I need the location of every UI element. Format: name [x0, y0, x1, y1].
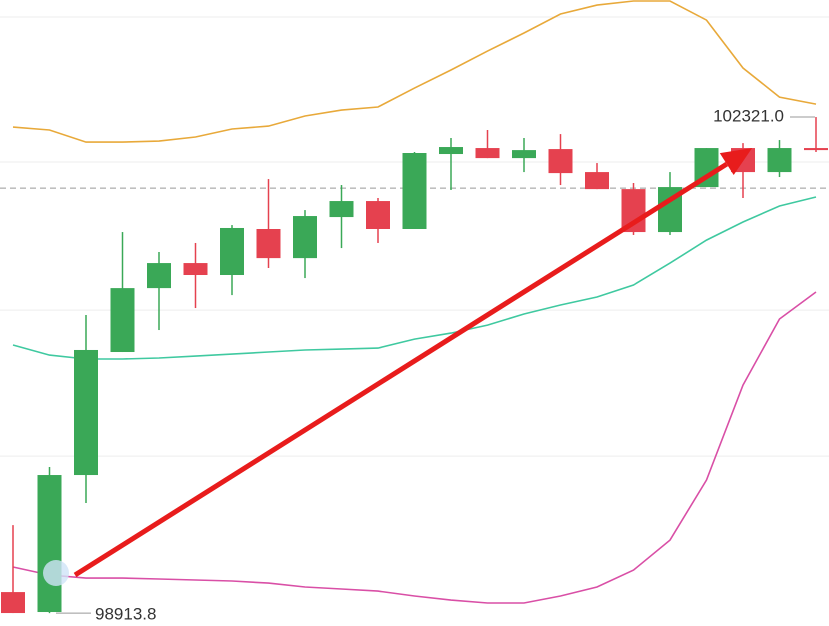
- candle-body: [548, 149, 573, 174]
- bands: [12, 0, 817, 604]
- candle-body: [256, 228, 281, 259]
- candle-body: [585, 172, 609, 190]
- candle-body: [402, 153, 427, 229]
- band-line: [12, 291, 817, 604]
- candle-body: [220, 227, 244, 276]
- cursor-icon: [43, 560, 69, 586]
- candle-body: [1, 592, 25, 614]
- candle-body: [439, 147, 463, 155]
- candle-body: [804, 148, 828, 151]
- low-label: 98913.8: [95, 604, 156, 623]
- candle-body: [74, 349, 98, 476]
- candle-body: [329, 201, 354, 218]
- arrow-head: [719, 148, 753, 176]
- candle-body: [366, 201, 390, 229]
- band-line: [12, 0, 817, 143]
- candle-body: [475, 148, 500, 159]
- candle-body: [293, 216, 317, 259]
- band-line: [12, 196, 817, 360]
- candle-body: [110, 288, 135, 353]
- grid: [0, 16, 829, 457]
- candle-body: [512, 150, 536, 159]
- candle-body: [767, 148, 792, 173]
- arrow-shaft: [73, 161, 729, 578]
- candle-body: [183, 263, 208, 276]
- candle-body: [147, 263, 171, 289]
- high-label: 102321.0: [713, 107, 784, 126]
- candle-body: [37, 475, 62, 613]
- annotations: 102321.0 98913.8: [43, 107, 815, 623]
- candles: [1, 117, 828, 614]
